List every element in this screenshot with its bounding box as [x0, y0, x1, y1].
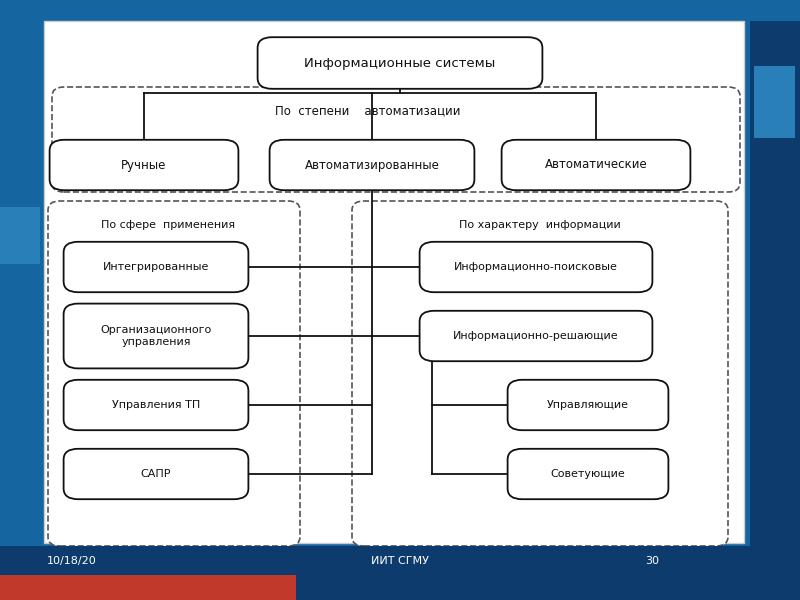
FancyBboxPatch shape	[352, 201, 728, 546]
FancyBboxPatch shape	[64, 242, 248, 292]
FancyBboxPatch shape	[50, 140, 238, 190]
FancyBboxPatch shape	[0, 546, 800, 600]
FancyBboxPatch shape	[64, 380, 248, 430]
Text: 30: 30	[645, 556, 659, 566]
FancyBboxPatch shape	[502, 140, 690, 190]
FancyBboxPatch shape	[0, 207, 40, 264]
FancyBboxPatch shape	[507, 449, 669, 499]
Text: Информационные системы: Информационные системы	[304, 56, 496, 70]
Text: 10/18/20: 10/18/20	[47, 556, 97, 566]
FancyBboxPatch shape	[258, 37, 542, 89]
Text: По сфере  применения: По сфере применения	[101, 220, 235, 230]
Text: САПР: САПР	[141, 469, 171, 479]
FancyBboxPatch shape	[64, 304, 248, 368]
Text: Автоматические: Автоматические	[545, 158, 647, 172]
FancyBboxPatch shape	[0, 575, 296, 600]
Text: Информационно-решающие: Информационно-решающие	[453, 331, 619, 341]
FancyBboxPatch shape	[419, 242, 652, 292]
Text: Управления ТП: Управления ТП	[112, 400, 200, 410]
FancyBboxPatch shape	[754, 66, 795, 138]
FancyBboxPatch shape	[48, 201, 300, 546]
FancyBboxPatch shape	[419, 311, 652, 361]
Text: По характеру  информации: По характеру информации	[459, 220, 621, 230]
FancyBboxPatch shape	[507, 380, 669, 430]
FancyBboxPatch shape	[270, 140, 474, 190]
Text: ИИТ СГМУ: ИИТ СГМУ	[371, 556, 429, 566]
Text: Организационного
управления: Организационного управления	[100, 325, 212, 347]
Text: Советующие: Советующие	[550, 469, 626, 479]
FancyBboxPatch shape	[52, 87, 740, 192]
FancyBboxPatch shape	[44, 21, 744, 543]
Text: По  степени    автоматизации: По степени автоматизации	[275, 104, 461, 118]
FancyBboxPatch shape	[64, 449, 248, 499]
Text: Информационно-поисковые: Информационно-поисковые	[454, 262, 618, 272]
Text: Интегрированные: Интегрированные	[103, 262, 209, 272]
FancyBboxPatch shape	[750, 21, 800, 546]
Text: Ручные: Ручные	[122, 158, 166, 172]
Text: Управляющие: Управляющие	[547, 400, 629, 410]
Text: Автоматизированные: Автоматизированные	[305, 158, 439, 172]
